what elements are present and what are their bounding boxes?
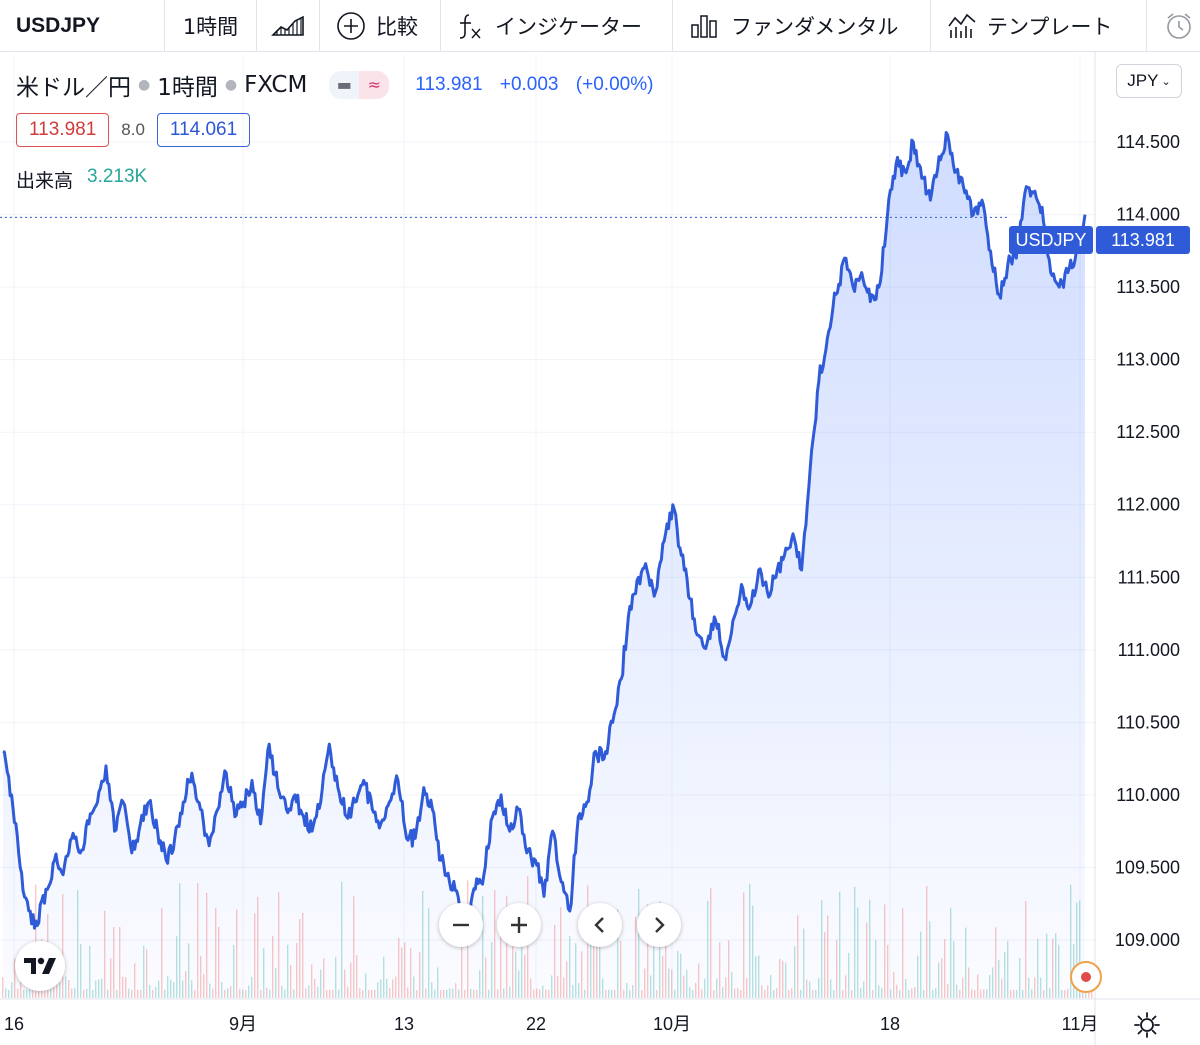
currency-label: JPY — [1127, 71, 1159, 90]
x-tick-label: 13 — [394, 1014, 414, 1034]
time-axis[interactable]: 16 9月 13 22 10月 18 11月 — [4, 1014, 1098, 1034]
y-tick-label: 112.000 — [1116, 495, 1180, 515]
alarm-clock-icon — [1167, 12, 1191, 39]
y-tick-label: 114.000 — [1116, 205, 1180, 225]
y-tick-label: 112.500 — [1116, 422, 1180, 442]
x-tick-label: 18 — [880, 1014, 900, 1034]
price-tag-value-bg — [1096, 226, 1190, 254]
symbol-title[interactable]: 米ドル／円 — [16, 75, 131, 101]
legend-interval: 1時間 — [157, 75, 218, 101]
y-tick-label: 113.500 — [1116, 277, 1180, 297]
y-tick-label: 111.500 — [1118, 567, 1180, 587]
templates-label: テンプレート — [987, 14, 1113, 39]
chevron-right-icon — [655, 917, 665, 933]
alert-button[interactable] — [1147, 0, 1195, 52]
y-tick-label: 109.500 — [1115, 857, 1180, 877]
approx-icon[interactable]: ≈ — [359, 71, 390, 99]
volume-bar — [1088, 989, 1090, 998]
minus-icon[interactable]: ▬ — [329, 71, 360, 99]
legend-change: +0.003 — [499, 74, 559, 95]
zoom-in-button[interactable] — [497, 903, 541, 947]
bar-chart-icon — [691, 14, 717, 38]
plus-icon — [511, 917, 527, 933]
function-icon — [459, 13, 481, 39]
fundamentals-label: ファンダメンタル — [731, 14, 899, 39]
price-line — [2, 131, 1087, 930]
legend-price: 113.981 +0.003 (+0.00%) — [415, 74, 665, 96]
x-tick-label: 9月 — [229, 1014, 257, 1034]
y-tick-label: 113.000 — [1116, 350, 1180, 370]
x-tick-label: 22 — [526, 1014, 546, 1034]
spread-value: 8.0 — [121, 120, 145, 139]
price-tag: USDJPY 113.981 — [1009, 226, 1190, 254]
price-tag-symbol-bg — [1009, 226, 1093, 254]
legend-change-pct: (+0.00%) — [575, 74, 654, 95]
legend-last-price: 113.981 — [415, 74, 483, 95]
price-axis[interactable]: 109.000 109.500 110.000 110.500 111.000 111.5… — [1115, 132, 1180, 950]
price-tag-value: 113.981 — [1111, 230, 1175, 250]
separator-dot: ● — [224, 77, 238, 93]
volume-bar — [2, 977, 4, 998]
settings-gear-icon[interactable] — [1132, 1010, 1162, 1040]
price-area-fill — [3, 132, 1085, 998]
minus-icon — [453, 923, 469, 927]
y-tick-label: 114.500 — [1116, 132, 1180, 152]
record-icon — [1081, 972, 1091, 982]
indicators-button[interactable]: インジケーター — [441, 0, 673, 52]
area-chart-icon — [271, 15, 304, 36]
interval-button[interactable]: 1時間 — [165, 0, 257, 52]
x-tick-label: 10月 — [653, 1014, 691, 1034]
compare-button[interactable]: 比較 — [320, 0, 441, 52]
zoom-out-button[interactable] — [439, 903, 483, 947]
tradingview-logo[interactable] — [15, 941, 65, 991]
templates-button[interactable]: テンプレート — [931, 0, 1147, 52]
chevron-down-icon: ⌄ — [1161, 75, 1171, 88]
volume-bar — [1085, 989, 1087, 998]
record-button[interactable] — [1070, 961, 1102, 993]
x-tick-label: 11月 — [1062, 1014, 1099, 1034]
indicators-label: インジケーター — [495, 14, 642, 39]
separator-dot: ● — [138, 77, 151, 93]
sell-button[interactable]: 113.981 — [16, 113, 110, 147]
tradingview-logo-icon — [24, 957, 56, 974]
price-tag-symbol: USDJPY — [1015, 230, 1086, 250]
buy-button[interactable]: 114.061 — [156, 113, 251, 147]
bid-ask-row: 113.981 8.0 114.061 — [16, 113, 251, 147]
legend-source: FXCM — [244, 72, 308, 98]
y-tick-label: 110.000 — [1116, 785, 1180, 805]
x-tick-label: 16 — [4, 1014, 24, 1034]
legend-toggle[interactable]: ▬ ≈ — [329, 71, 390, 99]
legend-header: 米ドル／円 ● 1時間 ● FXCM ▬ ≈ 113.981 +0.003 (+… — [16, 68, 665, 102]
compare-label: 比較 — [376, 14, 418, 39]
scroll-right-button[interactable] — [637, 903, 681, 947]
volume-value: 3.213K — [87, 166, 148, 187]
volume-label: 出来高 — [16, 170, 74, 192]
currency-dropdown[interactable]: JPY ⌄ — [1116, 64, 1182, 98]
volume-legend: 出来高 3.213K — [16, 166, 147, 193]
y-tick-label: 111.000 — [1118, 640, 1180, 660]
symbol-search-button[interactable]: USDJPY — [0, 0, 165, 52]
y-tick-label: 110.500 — [1116, 712, 1180, 732]
chart-type-button[interactable] — [257, 0, 320, 52]
chevron-left-icon — [594, 917, 604, 933]
template-icon — [948, 13, 976, 38]
top-toolbar: USDJPY 1時間 比較 インジケーター ファンダメンタル — [0, 0, 1200, 52]
y-tick-label: 109.000 — [1115, 930, 1180, 950]
fundamentals-button[interactable]: ファンダメンタル — [673, 0, 931, 52]
scroll-left-button[interactable] — [578, 903, 622, 947]
plus-circle-icon — [337, 11, 365, 40]
